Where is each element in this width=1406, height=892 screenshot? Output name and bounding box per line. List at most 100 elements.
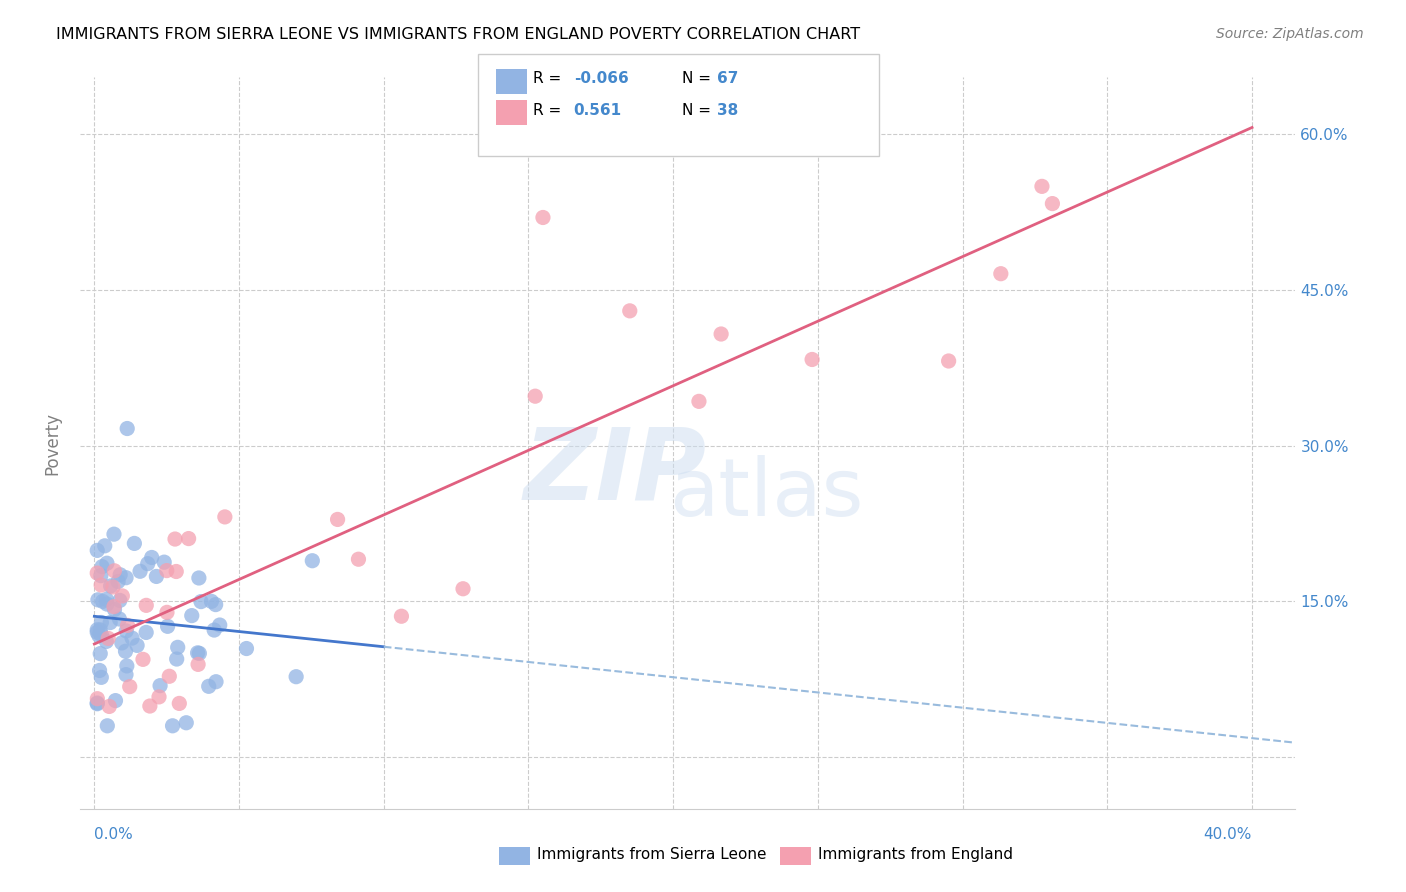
Point bbox=[166, 652, 188, 666]
Text: 0.561: 0.561 bbox=[574, 103, 621, 118]
Point bbox=[285, 670, 308, 684]
Point bbox=[202, 623, 225, 637]
Point bbox=[156, 605, 179, 619]
Point bbox=[177, 532, 200, 546]
Point bbox=[135, 599, 157, 613]
Point bbox=[100, 579, 122, 593]
Point bbox=[451, 582, 474, 596]
Point bbox=[104, 693, 127, 707]
Point bbox=[96, 556, 118, 570]
Point bbox=[86, 543, 108, 558]
Text: R =: R = bbox=[533, 103, 571, 118]
Point bbox=[326, 512, 349, 526]
Point bbox=[87, 628, 110, 642]
Point bbox=[165, 565, 187, 579]
Point bbox=[1042, 196, 1064, 211]
Point bbox=[205, 674, 228, 689]
Text: 40.0%: 40.0% bbox=[1204, 828, 1253, 842]
Point bbox=[90, 627, 112, 641]
Point bbox=[149, 679, 172, 693]
Point bbox=[235, 641, 257, 656]
Text: Immigrants from England: Immigrants from England bbox=[818, 847, 1014, 863]
Point bbox=[101, 580, 124, 594]
Text: 38: 38 bbox=[717, 103, 738, 118]
Point bbox=[200, 594, 222, 608]
Text: IMMIGRANTS FROM SIERRA LEONE VS IMMIGRANTS FROM ENGLAND POVERTY CORRELATION CHAR: IMMIGRANTS FROM SIERRA LEONE VS IMMIGRAN… bbox=[56, 27, 860, 42]
Point bbox=[86, 625, 108, 640]
Point bbox=[163, 532, 186, 546]
Point bbox=[89, 664, 111, 678]
Point bbox=[96, 592, 118, 607]
Point bbox=[108, 612, 131, 626]
Point bbox=[89, 647, 111, 661]
Point bbox=[174, 715, 197, 730]
Point bbox=[111, 589, 134, 603]
Point bbox=[187, 571, 209, 585]
Point bbox=[115, 421, 138, 435]
Point bbox=[103, 602, 125, 616]
Point bbox=[148, 690, 170, 704]
Point bbox=[531, 211, 554, 225]
Point bbox=[115, 571, 138, 585]
Text: -0.066: -0.066 bbox=[574, 71, 628, 87]
Point bbox=[127, 639, 149, 653]
Point bbox=[98, 699, 121, 714]
Point bbox=[93, 539, 115, 553]
Text: 0.0%: 0.0% bbox=[94, 828, 134, 842]
Point bbox=[124, 536, 146, 550]
Point bbox=[96, 634, 118, 648]
Point bbox=[204, 598, 226, 612]
Point bbox=[169, 697, 191, 711]
Point bbox=[91, 594, 114, 608]
Point bbox=[197, 679, 219, 693]
Point bbox=[90, 578, 112, 592]
Point bbox=[347, 552, 370, 566]
Point bbox=[141, 550, 163, 565]
Point bbox=[153, 555, 176, 569]
Point bbox=[111, 636, 134, 650]
Point bbox=[301, 554, 323, 568]
Point bbox=[187, 657, 209, 672]
Point bbox=[103, 564, 125, 578]
Point bbox=[710, 326, 733, 341]
Point bbox=[938, 354, 960, 368]
Point bbox=[166, 640, 188, 655]
Point bbox=[214, 509, 236, 524]
Point bbox=[108, 593, 131, 607]
Point bbox=[208, 618, 231, 632]
Point bbox=[97, 632, 120, 646]
Point bbox=[619, 303, 641, 318]
Text: N =: N = bbox=[682, 103, 716, 118]
Text: Source: ZipAtlas.com: Source: ZipAtlas.com bbox=[1216, 27, 1364, 41]
Point bbox=[188, 646, 211, 660]
Text: ZIP: ZIP bbox=[523, 424, 706, 521]
Point bbox=[87, 592, 110, 607]
Y-axis label: Poverty: Poverty bbox=[44, 411, 60, 475]
Point bbox=[156, 564, 179, 578]
Text: N =: N = bbox=[682, 71, 716, 87]
Point bbox=[132, 652, 155, 666]
Point bbox=[115, 667, 138, 681]
Point bbox=[118, 680, 141, 694]
Text: 67: 67 bbox=[717, 71, 738, 87]
Point bbox=[103, 527, 125, 541]
Point bbox=[96, 597, 118, 611]
Point bbox=[117, 618, 139, 632]
Point bbox=[86, 691, 108, 706]
Point bbox=[90, 615, 112, 630]
Point bbox=[990, 267, 1012, 281]
Point bbox=[114, 644, 136, 658]
Point bbox=[90, 670, 112, 684]
Point bbox=[91, 559, 114, 574]
Point bbox=[145, 569, 167, 583]
Point bbox=[86, 623, 108, 637]
Point bbox=[86, 566, 108, 580]
Point bbox=[391, 609, 413, 624]
Point bbox=[108, 567, 131, 582]
Point bbox=[103, 599, 125, 614]
Point bbox=[524, 389, 547, 403]
Text: R =: R = bbox=[533, 71, 567, 87]
Point bbox=[136, 557, 159, 571]
Text: atlas: atlas bbox=[669, 455, 863, 533]
Point bbox=[157, 669, 180, 683]
